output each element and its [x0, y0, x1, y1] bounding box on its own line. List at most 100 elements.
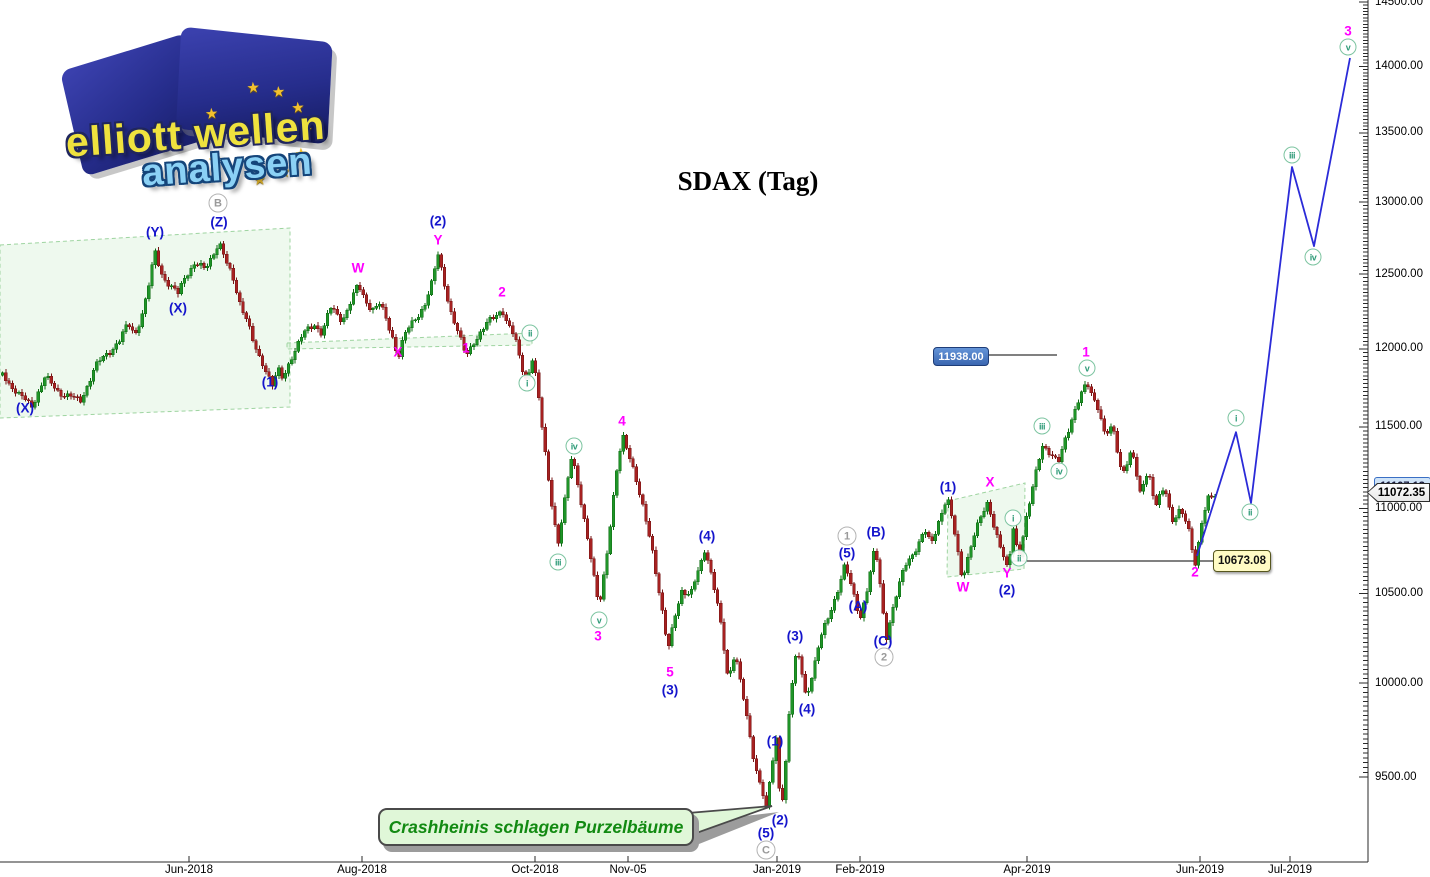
candle-body [842, 564, 846, 580]
wave-label-magenta: Y [433, 232, 443, 248]
circled-wave-label-green: iii [1283, 146, 1301, 164]
candle-body [296, 341, 300, 352]
candle-body [413, 319, 417, 322]
candle-body [283, 373, 287, 379]
candle-body [468, 346, 473, 354]
x-axis-label: Aug-2018 [337, 864, 387, 876]
candle-body [338, 313, 343, 323]
candle-body [868, 571, 872, 592]
circled-wave-label-green: iv [1050, 462, 1068, 480]
current-price-tag: 11072.35 [1367, 483, 1430, 502]
candle-body [1154, 495, 1158, 505]
candle-body [189, 268, 193, 276]
candle-body [897, 581, 902, 598]
candle-body [10, 382, 14, 390]
candle-body [855, 594, 859, 611]
candle-body [329, 308, 333, 314]
y-axis-label: 11000.00 [1375, 501, 1423, 514]
candle-body [696, 570, 700, 583]
candle-body [46, 376, 50, 378]
circled-wave-label-gray: B [208, 193, 228, 213]
candle-body [748, 715, 752, 738]
circled-wave-label-green: i [518, 374, 536, 392]
candle-body [784, 761, 788, 800]
candle-body [602, 574, 606, 600]
candle-body [686, 594, 690, 596]
candle-body [579, 484, 583, 505]
axes[interactable] [0, 0, 1369, 863]
candle-body [91, 370, 96, 382]
candle-body [735, 659, 739, 663]
candle-body [238, 292, 242, 303]
candle-body [312, 325, 317, 330]
candle-body [59, 389, 63, 397]
candle-body [345, 310, 349, 318]
candle-body [342, 317, 346, 323]
candle-body [358, 285, 362, 290]
candle-body [225, 254, 229, 264]
candle-body [348, 304, 352, 311]
candle-body [1086, 384, 1090, 387]
candle-body [481, 328, 486, 333]
candle-body [1031, 486, 1035, 504]
candle-body [949, 499, 954, 516]
candle-body [169, 285, 174, 287]
candle-body [1187, 521, 1191, 529]
circled-wave-label-green: iv [1304, 248, 1322, 266]
candle-body [244, 312, 248, 320]
candle-body [371, 308, 375, 311]
candle-body [1066, 431, 1071, 438]
circled-wave-label-green: ii [1241, 503, 1259, 521]
circled-wave-label-gray: C [756, 840, 776, 860]
circled-wave-label-green: i [1004, 509, 1022, 527]
candle-body [540, 397, 544, 428]
candle-body [1203, 509, 1207, 524]
candle-body [709, 560, 713, 573]
chart-title: SDAX (Tag) [677, 166, 819, 196]
candle-body [767, 781, 772, 807]
candle-body [426, 294, 430, 306]
candle-body [865, 591, 869, 604]
candle-body [969, 546, 973, 558]
candle-body [803, 673, 807, 693]
candle-body [335, 308, 339, 315]
candle-body [582, 504, 586, 520]
candle-body [917, 541, 921, 552]
candle-body [241, 301, 245, 313]
candle-body [566, 477, 570, 498]
candle-body [1040, 446, 1045, 460]
y-axis-label: 12000.00 [1375, 342, 1423, 355]
candle-body [85, 386, 89, 396]
candle-body [13, 388, 18, 394]
wave-label-magenta: X [393, 344, 403, 360]
candle-body [1092, 392, 1097, 401]
y-axis-label: 13500.00 [1375, 126, 1423, 139]
candle-body [819, 634, 824, 649]
candle-body [1109, 426, 1113, 434]
candle-body [124, 324, 128, 333]
y-axis-label: 10500.00 [1375, 587, 1423, 600]
candle-body [836, 591, 840, 600]
candle-body [452, 311, 456, 324]
candle-body [423, 304, 427, 310]
candle-body [618, 451, 622, 472]
candle-body [88, 381, 92, 387]
candle-body [1063, 437, 1067, 450]
candle-body [598, 596, 603, 600]
candle-body [1135, 456, 1139, 477]
candle-body [23, 395, 27, 401]
candle-body [650, 535, 655, 551]
candle-body [72, 396, 76, 398]
candle-body [488, 317, 492, 323]
candle-body [374, 305, 378, 309]
candle-body [498, 311, 502, 316]
candle-body [429, 280, 434, 295]
candle-body [1096, 399, 1100, 410]
wave-label-blue: (Z) [210, 214, 228, 230]
candle-body [199, 263, 203, 266]
candle-body [390, 330, 395, 338]
candle-body [829, 610, 833, 620]
candle-body [420, 308, 424, 318]
candle-body [78, 396, 83, 403]
